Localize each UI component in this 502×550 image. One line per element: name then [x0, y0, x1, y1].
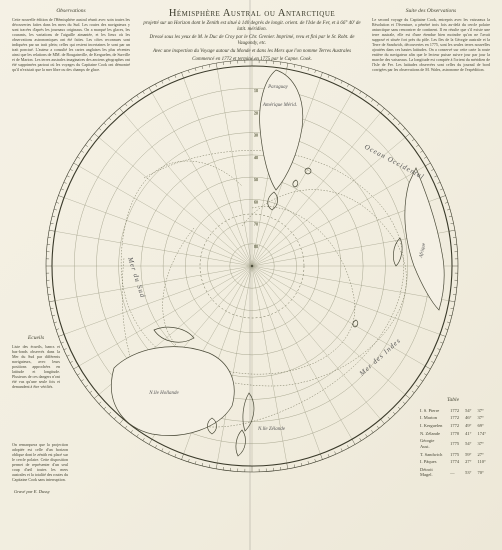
label-paraguay: Paraguay — [267, 85, 289, 90]
map-page: Hémisphère Austral ou Antarctique projet… — [0, 0, 502, 550]
svg-text:80: 80 — [254, 244, 258, 249]
engraver-imprint: Gravé par E. Dussy — [14, 489, 50, 494]
label-zelande: N.lle Zélande — [257, 427, 286, 432]
table-cell: 37° — [475, 415, 488, 421]
svg-text:10: 10 — [254, 88, 258, 93]
ocean-occidental: Ocean Occidental — [363, 143, 426, 181]
svg-text:30: 30 — [254, 133, 258, 138]
title-block: Hémisphère Austral ou Antarctique projet… — [140, 8, 364, 63]
table-cell: 41° — [463, 431, 473, 437]
table-cell: 37° — [475, 408, 488, 414]
subtitle-1: projetté sur un Horizon dont le Zenith e… — [140, 21, 364, 33]
mer-des-indes: Mer des Indes — [357, 336, 402, 378]
subtitle-3: Avec une inspection du Voyage autour du … — [140, 49, 364, 55]
globe-svg: 10 20 30 40 50 60 70 80 — [44, 58, 460, 474]
obs-heading: Observations — [12, 8, 130, 15]
svg-text:20: 20 — [254, 110, 258, 115]
svg-text:50: 50 — [254, 177, 258, 182]
table-cell: 37° — [475, 438, 488, 449]
label-hollande: N.lle Hollande — [148, 391, 179, 396]
table-cell: 59° — [463, 452, 473, 458]
table-cell: 69° — [475, 423, 488, 429]
table-cell: 70° — [475, 467, 488, 478]
table-cell: 54° — [463, 408, 473, 414]
table-cell: 27° — [463, 459, 473, 465]
table-cell: 46° — [463, 415, 473, 421]
hemisphere-map: 10 20 30 40 50 60 70 80 — [44, 58, 460, 474]
table-cell: 27° — [475, 452, 488, 458]
obs2-heading: Suite des Observations — [372, 8, 490, 15]
subtitle-2: Dressé sous les yeux de M. le Duc de Cro… — [140, 35, 364, 47]
table-cell: 174° — [475, 431, 488, 437]
mer-du-sud: Mer du Sud — [126, 255, 147, 299]
table-cell: 53° — [463, 467, 473, 478]
table-cell: 110° — [475, 459, 488, 465]
label-amerique: Amérique Mérid. — [262, 103, 297, 108]
table-cell: 54° — [463, 438, 473, 449]
table-cell: 49° — [463, 423, 473, 429]
coastlines — [111, 70, 444, 456]
svg-text:40: 40 — [254, 155, 258, 160]
map-title: Hémisphère Austral ou Antarctique — [140, 8, 364, 19]
svg-text:60: 60 — [254, 199, 258, 204]
svg-text:70: 70 — [254, 222, 258, 227]
